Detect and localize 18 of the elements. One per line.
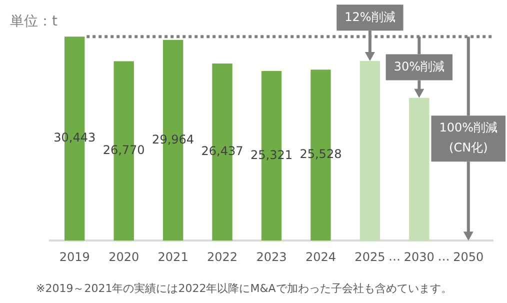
x-tick-label: 2023 xyxy=(256,250,287,264)
data-label: 26,770 xyxy=(102,143,145,158)
x-tick-label: 2020 xyxy=(108,250,140,264)
annotation: 100%削減 (CN化) xyxy=(439,120,498,155)
annotation: 12%削減 xyxy=(344,10,396,24)
x-tick-label: 2025 xyxy=(354,250,386,264)
annotation: 30%削減 xyxy=(394,59,445,74)
x-tick-label: 2019 xyxy=(59,250,90,264)
x-tick-label: 2050 xyxy=(453,250,484,264)
text: … xyxy=(388,250,401,264)
y-axis-title: 単位：t xyxy=(10,14,58,30)
bar xyxy=(360,61,380,241)
x-tick-label: 2030 xyxy=(404,250,434,264)
x-tick-label: 2024 xyxy=(305,250,336,264)
x-tick-label: 2021 xyxy=(158,250,188,264)
text: … xyxy=(438,250,450,264)
x-tick-label: 2022 xyxy=(207,250,238,264)
text: ※2019～2021年の実績には2022年以降にM&Aで加わった子会社も含めています。 xyxy=(36,282,452,295)
